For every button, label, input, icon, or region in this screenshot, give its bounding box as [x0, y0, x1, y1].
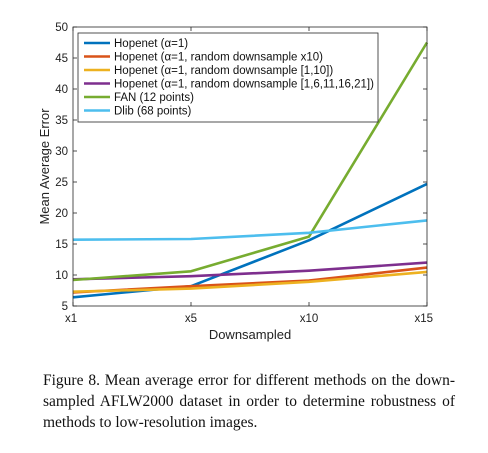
series-line-1 — [72, 182, 428, 299]
y-tick-label: 45 — [55, 53, 68, 65]
y-tick-label: 25 — [55, 177, 68, 189]
legend-label-3: Hopenet (α=1, random downsample [1,10]) — [114, 65, 333, 77]
x-tick-label: x5 — [185, 313, 197, 325]
legend: Hopenet (α=1) Hopenet (α=1, random downsa… — [77, 32, 379, 123]
y-tick-label: 15 — [55, 239, 68, 251]
x-axis-label: Downsampled — [209, 327, 291, 342]
y-tick-label: 10 — [55, 270, 68, 282]
y-tick-label: 20 — [55, 208, 68, 220]
series-line-4 — [72, 261, 428, 281]
legend-label-2: Hopenet (α=1, random downsample x10) — [114, 52, 323, 64]
tick-labels: 5 10 15 20 25 30 35 40 45 50 x1 x5 x10 x15 — [55, 22, 433, 325]
y-tick-label: 35 — [55, 115, 68, 127]
legend-box — [77, 32, 379, 123]
series-line-5 — [72, 41, 429, 282]
legend-label-4: Hopenet (α=1, random downsample [1,6,11,… — [114, 79, 374, 91]
y-tick-label: 40 — [55, 84, 68, 96]
line-chart: 5 10 15 20 25 30 35 40 45 50 x1 x5 x10 x15 Downsample… — [37, 22, 433, 342]
series-layer — [72, 41, 429, 299]
x-tick-label: x10 — [300, 313, 319, 325]
x-tick-label: x15 — [414, 313, 433, 325]
axes-box — [72, 26, 428, 307]
legend-label-1: Hopenet (α=1) — [114, 38, 188, 50]
series-line-3 — [72, 270, 428, 293]
figure-caption: Figure 8. Mean average error for differe… — [43, 372, 455, 431]
legend-label-6: Dlib (68 points) — [114, 106, 192, 118]
y-tick-label: 50 — [55, 22, 68, 34]
series-line-6 — [72, 219, 428, 241]
y-tick-label: 5 — [62, 301, 68, 313]
y-axis-label: Mean Average Error — [37, 108, 52, 225]
x-tick-label: x1 — [65, 313, 77, 325]
y-tick-label: 30 — [55, 146, 68, 158]
legend-label-5: FAN (12 points) — [114, 92, 194, 104]
axes — [72, 26, 428, 307]
